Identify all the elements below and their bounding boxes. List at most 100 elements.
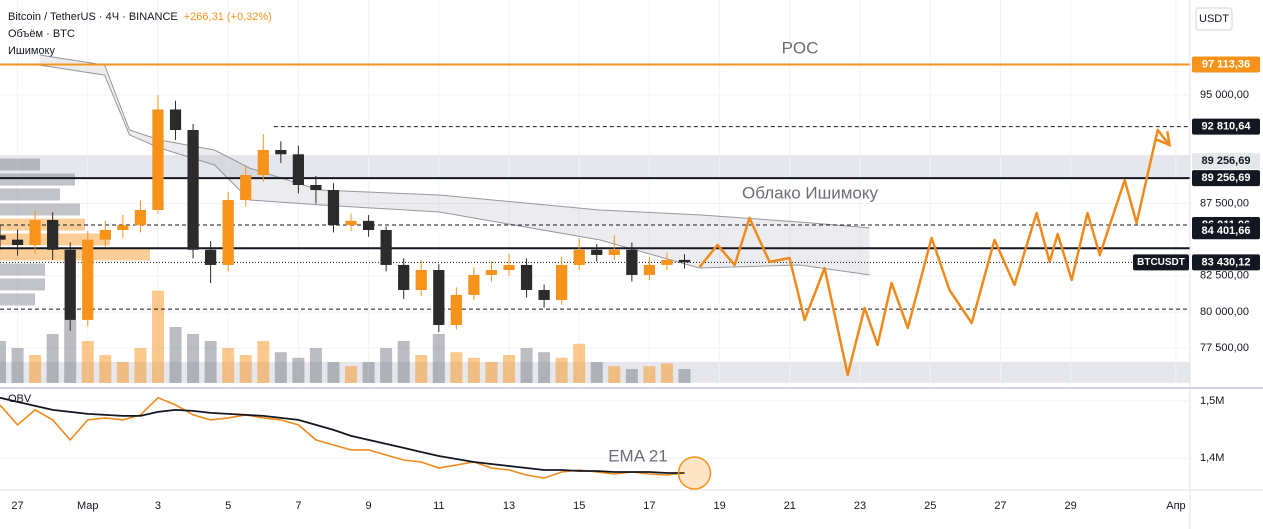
candle-body xyxy=(608,249,620,255)
candle-body xyxy=(503,264,515,271)
candle-body xyxy=(169,109,182,131)
volume-bar xyxy=(187,334,200,383)
volume-bar xyxy=(309,348,322,383)
header: Bitcoin / TetherUS · 4Ч · BINANCE +266,31… xyxy=(8,11,272,23)
volume-bar xyxy=(502,355,515,383)
volume-bar xyxy=(397,341,410,383)
volume-bar xyxy=(46,334,59,383)
price-label-box xyxy=(1192,223,1260,240)
candle-body xyxy=(362,220,375,230)
price-pane xyxy=(0,0,1190,385)
candle-body xyxy=(240,175,252,201)
volume-profile-bar xyxy=(0,158,40,171)
candle-body xyxy=(380,229,392,265)
cloud-fill xyxy=(39,55,870,275)
zone xyxy=(0,155,1190,179)
cloud-annotation: Облако Ишимоку xyxy=(742,183,879,202)
candle-body xyxy=(117,225,129,230)
volume-bar xyxy=(450,352,463,383)
candle-body xyxy=(398,264,410,290)
volume-profile-bar xyxy=(0,293,35,306)
y-tick-label: 82 500,00 xyxy=(1200,270,1249,282)
volume-profile-bar xyxy=(0,278,45,291)
x-tick-label: 27 xyxy=(994,500,1006,512)
candle-body xyxy=(64,249,76,320)
currency: USDT xyxy=(1199,13,1229,25)
volume-bar xyxy=(11,348,24,383)
candle-body xyxy=(29,219,41,245)
candle-body xyxy=(661,259,673,265)
volume-bar xyxy=(99,355,112,383)
candle-body xyxy=(275,149,287,155)
volume-bar xyxy=(520,348,533,383)
volume-bar xyxy=(29,355,42,383)
price-label: 89 256,69 xyxy=(1202,155,1251,167)
labels: Bitcoin / TetherUS · 4Ч · BINANCE +266,31… xyxy=(8,11,879,466)
x-tick-label: 9 xyxy=(366,500,372,512)
candle-body xyxy=(643,264,656,275)
symbol-label: BTCUSDT xyxy=(1137,257,1185,268)
candle-body xyxy=(327,190,340,226)
candle-body xyxy=(99,229,111,240)
volume-bar xyxy=(345,366,358,383)
obv-tick-label: 1,5M xyxy=(1200,395,1224,407)
volume-title: Объём · BTC xyxy=(8,28,75,40)
candle-body xyxy=(556,264,568,300)
volume-bar xyxy=(573,343,586,383)
candle-body xyxy=(134,210,147,226)
x-tick-label: 25 xyxy=(924,500,936,512)
ema-line xyxy=(0,396,685,474)
volume-bar xyxy=(134,348,147,383)
candle-body xyxy=(678,259,691,263)
x-tick-label: 5 xyxy=(225,500,231,512)
volume-bar xyxy=(151,290,164,383)
y-tick-label: 77 500,00 xyxy=(1200,342,1249,354)
candle-body xyxy=(485,270,498,275)
volume-bar xyxy=(678,369,691,383)
obv-pane xyxy=(0,396,1190,490)
price-label-box xyxy=(1192,118,1260,135)
candle-body xyxy=(468,274,480,295)
price-label: 83 430,12 xyxy=(1202,256,1251,268)
volume-bar xyxy=(292,357,305,383)
volume-profile-bar xyxy=(0,263,45,276)
candle-body xyxy=(0,235,6,240)
projection-arrowhead xyxy=(1156,131,1172,148)
price-label-box xyxy=(1192,153,1260,170)
x-tick-label: 29 xyxy=(1065,500,1077,512)
price-label: 89 256,69 xyxy=(1202,172,1251,184)
x-tick-label: 3 xyxy=(155,500,161,512)
candle-body xyxy=(47,219,59,250)
volume-profile-bar xyxy=(0,173,75,186)
volume-bar xyxy=(169,327,182,383)
candle-body xyxy=(187,130,199,250)
volume-bar xyxy=(555,357,568,383)
x-tick-label: 13 xyxy=(503,500,515,512)
y-tick-label: 95 000,00 xyxy=(1200,89,1249,101)
price-label-box xyxy=(1192,56,1260,73)
symbol-title: Bitcoin / TetherUS · 4Ч · BINANCE xyxy=(8,11,178,23)
currency-box[interactable] xyxy=(1195,7,1233,31)
volume-bar xyxy=(274,352,287,383)
volume-bar xyxy=(485,362,498,383)
projection-line xyxy=(698,128,1171,377)
volume-bar xyxy=(222,348,235,383)
volume-bar xyxy=(257,341,270,383)
volume-bar xyxy=(204,341,217,383)
candle-body xyxy=(345,220,357,226)
candle-body xyxy=(152,109,164,210)
volume-bar xyxy=(362,362,375,383)
candle-body xyxy=(205,249,217,265)
price-label: 92 810,64 xyxy=(1202,121,1252,133)
volume-bar xyxy=(643,366,656,383)
x-tick-label: 23 xyxy=(854,500,866,512)
candle-body xyxy=(450,294,462,325)
candle-body xyxy=(573,249,585,265)
candle-body xyxy=(292,154,304,185)
x-tick-label: 15 xyxy=(573,500,585,512)
x-tick-label: Мар xyxy=(77,500,99,512)
volume-bar xyxy=(116,362,129,383)
y-tick-label: 80 000,00 xyxy=(1200,306,1249,318)
x-tick-label: 21 xyxy=(784,500,796,512)
